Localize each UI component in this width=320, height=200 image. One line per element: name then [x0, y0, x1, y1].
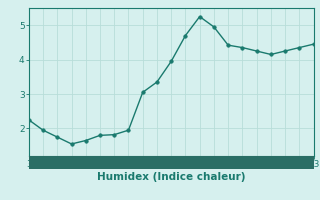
X-axis label: Humidex (Indice chaleur): Humidex (Indice chaleur) [97, 172, 245, 182]
